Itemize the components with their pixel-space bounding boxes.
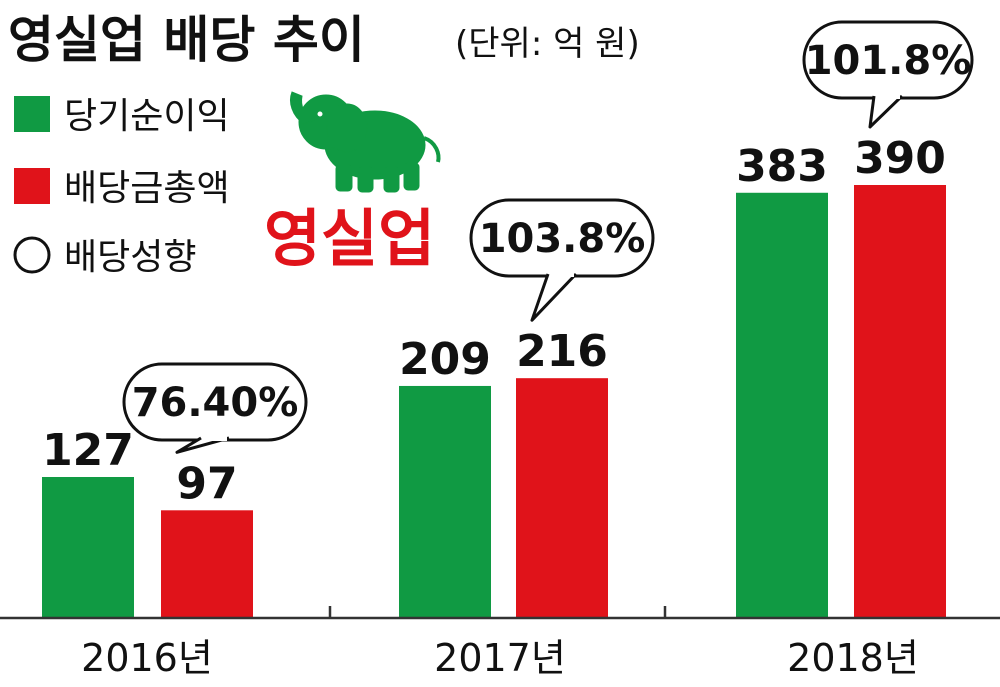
bar-dividend: [161, 510, 253, 618]
value-label-dividend: 97: [176, 458, 237, 509]
callout-tail: [868, 94, 904, 129]
bars-group: 127 97 209 216 383 390: [42, 133, 946, 618]
x-tick-label: 2018년: [787, 636, 919, 680]
x-tick-label: 2016년: [81, 636, 213, 680]
value-label-net-income: 127: [42, 425, 134, 476]
legend-label-net-income: 당기순이익: [64, 96, 230, 137]
payout-ratio-label: 101.8%: [805, 38, 972, 84]
value-label-net-income: 209: [399, 334, 491, 385]
callout-tail: [175, 436, 230, 454]
callout-tail: [530, 272, 578, 322]
elephant-icon: [290, 91, 441, 193]
bar-net-income: [399, 385, 491, 618]
chart-title: 영실업 배당 추이: [8, 11, 365, 69]
legend-symbol-payout-ratio: [13, 236, 51, 274]
legend-swatch-dividend: [14, 168, 50, 204]
bar-net-income: [736, 192, 828, 618]
legend-label-dividend: 배당금총액: [64, 168, 230, 209]
bar-dividend: [854, 185, 946, 618]
callout-tail-join: [203, 435, 227, 441]
value-label-dividend: 390: [854, 133, 946, 184]
value-label-dividend: 216: [516, 326, 608, 377]
value-label-net-income: 383: [736, 141, 828, 192]
legend-swatch-net-income: [14, 96, 50, 132]
legend-label-payout-ratio: 배당성향: [64, 237, 196, 278]
x-tick-label: 2017년: [434, 636, 566, 680]
bar-dividend: [516, 378, 608, 618]
brand-logo: 영실업: [264, 91, 441, 275]
callout-tail-join: [550, 271, 574, 277]
payout-callouts: 76.40% 103.8% 101.8%: [122, 20, 974, 454]
payout-ratio-label: 76.40%: [132, 380, 299, 426]
payout-ratio-label: 103.8%: [479, 216, 646, 262]
logo-text: 영실업: [264, 202, 435, 275]
bar-net-income: [42, 476, 134, 618]
x-axis: 2016년 2017년 2018년: [0, 606, 1000, 680]
legend: 당기순이익 배당금총액 배당성향: [13, 96, 230, 278]
chart-unit: (단위: 억 원): [455, 24, 640, 64]
callout-tail-join: [876, 93, 900, 99]
